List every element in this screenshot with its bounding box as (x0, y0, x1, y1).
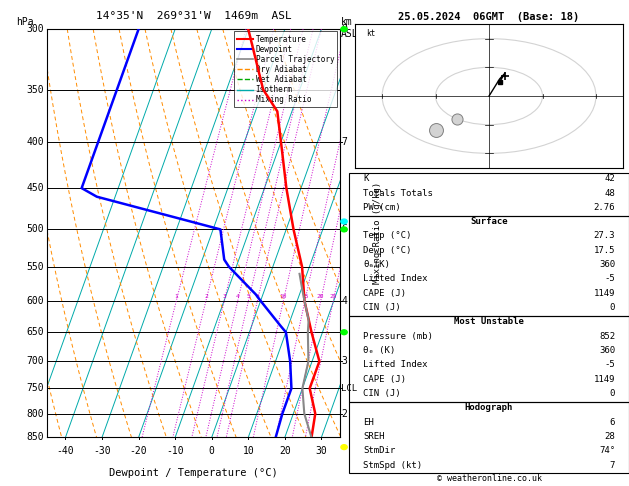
Text: 28: 28 (604, 432, 615, 441)
Text: CIN (J): CIN (J) (363, 389, 401, 398)
Text: 550: 550 (26, 262, 44, 272)
Text: LCL: LCL (341, 384, 357, 393)
Text: 20: 20 (279, 446, 291, 455)
Text: 6: 6 (341, 225, 347, 234)
Text: CAPE (J): CAPE (J) (363, 375, 406, 383)
Text: Most Unstable: Most Unstable (454, 317, 524, 327)
Text: 48: 48 (604, 189, 615, 197)
Text: 10: 10 (242, 446, 254, 455)
Text: 350: 350 (26, 85, 44, 95)
Text: 3: 3 (223, 294, 226, 299)
Text: Pressure (mb): Pressure (mb) (363, 331, 433, 341)
Text: 25.05.2024  06GMT  (Base: 18): 25.05.2024 06GMT (Base: 18) (398, 12, 580, 22)
Text: 10: 10 (280, 294, 287, 299)
Text: 30: 30 (316, 446, 327, 455)
Text: 6: 6 (255, 294, 259, 299)
Text: 0: 0 (209, 446, 214, 455)
Text: 27.3: 27.3 (594, 231, 615, 241)
Bar (349, 402, 629, 473)
Bar (349, 216, 629, 316)
Text: 360: 360 (599, 260, 615, 269)
Text: 4: 4 (236, 294, 240, 299)
Text: StmDir: StmDir (363, 446, 396, 455)
Text: Hodograph: Hodograph (465, 403, 513, 412)
Text: 4: 4 (341, 296, 347, 306)
Text: Totals Totals: Totals Totals (363, 189, 433, 197)
Text: StmSpd (kt): StmSpd (kt) (363, 461, 422, 469)
Text: 300: 300 (26, 24, 44, 34)
Text: 20: 20 (317, 294, 325, 299)
Text: CIN (J): CIN (J) (363, 303, 401, 312)
Text: 7: 7 (341, 137, 347, 147)
Text: kt: kt (366, 29, 376, 38)
Text: 3: 3 (341, 356, 347, 366)
Text: 1: 1 (174, 294, 178, 299)
Text: -5: -5 (604, 360, 615, 369)
Text: PW (cm): PW (cm) (363, 203, 401, 212)
Text: -30: -30 (93, 446, 111, 455)
Text: 17.5: 17.5 (594, 246, 615, 255)
Text: Mixing Ratio (g/kg): Mixing Ratio (g/kg) (373, 182, 382, 284)
Text: -10: -10 (166, 446, 184, 455)
Text: Temp (°C): Temp (°C) (363, 231, 411, 241)
Text: 2: 2 (204, 294, 208, 299)
Text: 360: 360 (599, 346, 615, 355)
Bar (349, 316, 629, 402)
Text: 6: 6 (610, 417, 615, 427)
Text: 0: 0 (610, 303, 615, 312)
Text: Lifted Index: Lifted Index (363, 275, 428, 283)
Text: 2: 2 (341, 409, 347, 418)
Text: 800: 800 (26, 409, 44, 418)
Text: EH: EH (363, 417, 374, 427)
Text: Surface: Surface (470, 217, 508, 226)
Text: 14°35'N  269°31'W  1469m  ASL: 14°35'N 269°31'W 1469m ASL (96, 11, 291, 21)
Text: 5: 5 (247, 294, 250, 299)
Text: 42: 42 (604, 174, 615, 183)
Text: 750: 750 (26, 383, 44, 393)
Text: 400: 400 (26, 137, 44, 147)
Text: 15: 15 (301, 294, 309, 299)
Text: Dewp (°C): Dewp (°C) (363, 246, 411, 255)
Text: -40: -40 (57, 446, 74, 455)
Text: 500: 500 (26, 225, 44, 234)
Text: Dewpoint / Temperature (°C): Dewpoint / Temperature (°C) (109, 468, 278, 478)
Text: 25: 25 (330, 294, 337, 299)
Text: -5: -5 (604, 275, 615, 283)
Text: θₑ(K): θₑ(K) (363, 260, 390, 269)
Text: 850: 850 (26, 433, 44, 442)
Text: hPa: hPa (16, 17, 34, 27)
Text: 1149: 1149 (594, 375, 615, 383)
Text: K: K (363, 174, 369, 183)
Text: 7: 7 (610, 461, 615, 469)
Legend: Temperature, Dewpoint, Parcel Trajectory, Dry Adiabat, Wet Adiabat, Isotherm, Mi: Temperature, Dewpoint, Parcel Trajectory… (234, 32, 337, 107)
Text: km: km (341, 17, 353, 27)
Text: 2.76: 2.76 (594, 203, 615, 212)
Text: © weatheronline.co.uk: © weatheronline.co.uk (437, 474, 542, 483)
Text: 700: 700 (26, 356, 44, 366)
Bar (349, 173, 629, 216)
Text: 650: 650 (26, 327, 44, 337)
Text: 852: 852 (599, 331, 615, 341)
Text: CAPE (J): CAPE (J) (363, 289, 406, 298)
Text: 9: 9 (341, 24, 347, 34)
Text: 1149: 1149 (594, 289, 615, 298)
Text: 600: 600 (26, 296, 44, 306)
Text: -20: -20 (130, 446, 147, 455)
Text: SREH: SREH (363, 432, 384, 441)
Text: Lifted Index: Lifted Index (363, 360, 428, 369)
Text: 450: 450 (26, 183, 44, 193)
Text: 0: 0 (610, 389, 615, 398)
Text: ASL: ASL (341, 29, 359, 39)
Text: θₑ (K): θₑ (K) (363, 346, 396, 355)
Text: 74°: 74° (599, 446, 615, 455)
